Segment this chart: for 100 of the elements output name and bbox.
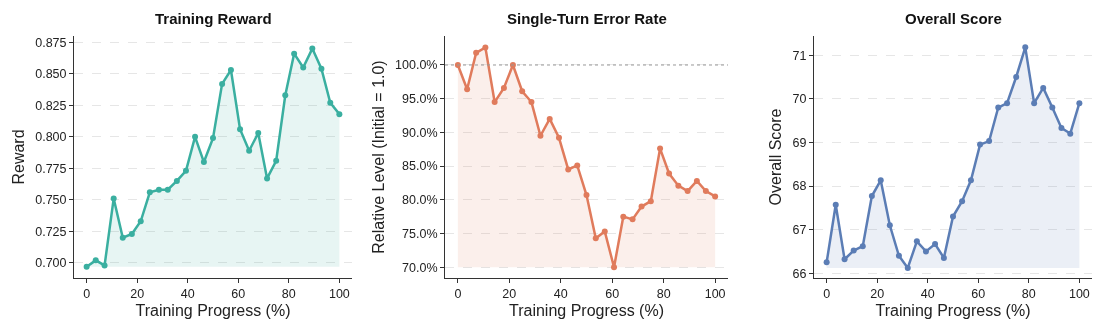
point [137, 218, 144, 225]
point [146, 189, 153, 196]
point [967, 177, 974, 184]
point [318, 65, 325, 72]
y-tick-label: 95.0% [402, 92, 438, 107]
x-tick-label: 100 [328, 287, 350, 301]
point [491, 99, 498, 106]
point [877, 177, 884, 184]
x-tick-label: 40 [553, 287, 568, 301]
y-axis-title: Reward [10, 129, 28, 185]
point [546, 115, 553, 122]
y-tick-label: 0.875 [35, 35, 67, 50]
point [200, 159, 207, 166]
y-tick-label: 90.0% [402, 125, 438, 140]
point [1031, 100, 1038, 107]
point [657, 145, 664, 152]
x-tick-label: 100 [1068, 287, 1090, 301]
x-tick-label: 40 [180, 287, 195, 301]
y-tick-label: 69 [792, 135, 807, 150]
x-tick-label: 60 [231, 287, 246, 301]
point [101, 262, 108, 269]
y-tick-label: 75.0% [402, 226, 438, 241]
chart-title: Single-Turn Error Rate [507, 10, 667, 27]
x-tick-label: 40 [920, 287, 935, 301]
point [638, 203, 645, 210]
point [684, 188, 691, 195]
chart-title: Overall Score [905, 10, 1002, 27]
point [611, 264, 618, 271]
point [182, 167, 189, 174]
point [92, 257, 99, 264]
point [500, 84, 507, 91]
x-tick-label: 0 [83, 287, 91, 301]
point [995, 104, 1002, 111]
point [1049, 104, 1056, 111]
point [255, 130, 262, 137]
y-tick-label: 0.775 [35, 161, 67, 176]
point [940, 254, 947, 261]
y-tick-label: 0.825 [35, 98, 67, 113]
point [592, 235, 599, 242]
point [227, 67, 234, 74]
point [237, 126, 244, 133]
point [555, 134, 562, 141]
point [164, 186, 171, 193]
point [922, 248, 929, 255]
x-tick-label: 20 [502, 287, 517, 301]
point [282, 92, 289, 99]
point [327, 99, 334, 106]
point [702, 188, 709, 195]
x-axis-title: Training Progress (%) [135, 301, 291, 319]
x-tick-label: 80 [1021, 287, 1036, 301]
point [336, 111, 343, 118]
point [675, 182, 682, 189]
y-axis-title: Relative Level (Initial = 1.0) [369, 60, 387, 254]
point [823, 259, 830, 266]
point [620, 213, 627, 220]
point [904, 264, 911, 271]
x-tick-label: 20 [870, 287, 885, 301]
point [537, 132, 544, 139]
point [192, 133, 199, 140]
point [246, 147, 253, 154]
y-tick-label: 66 [792, 266, 807, 281]
point [273, 157, 280, 164]
point [128, 230, 135, 237]
point [264, 175, 271, 182]
y-tick-label: 67 [792, 222, 807, 237]
point [1022, 44, 1029, 51]
x-axis-title: Training Progress (%) [508, 301, 665, 319]
point [155, 186, 162, 193]
point [959, 198, 966, 205]
x-tick-label: 0 [823, 287, 831, 301]
y-tick-label: 100.0% [395, 58, 438, 73]
x-tick-label: 80 [281, 287, 296, 301]
y-tick-label: 70.0% [402, 260, 438, 275]
point [832, 201, 839, 208]
point [666, 170, 673, 177]
point [859, 243, 866, 250]
y-tick-label: 0.725 [35, 224, 67, 239]
point [986, 138, 993, 145]
point [309, 45, 316, 52]
point [528, 99, 535, 106]
point [173, 177, 180, 184]
point [629, 216, 636, 223]
point [519, 88, 526, 95]
point [482, 44, 489, 51]
x-tick-label: 0 [454, 287, 462, 301]
x-tick-label: 60 [605, 287, 620, 301]
point [1013, 73, 1020, 80]
point [210, 135, 216, 142]
point [464, 86, 471, 93]
point [693, 177, 700, 184]
x-axis-title: Training Progress (%) [875, 301, 1031, 319]
point [583, 192, 590, 199]
point [647, 198, 654, 205]
point [932, 240, 939, 247]
y-tick-label: 0.850 [35, 67, 67, 82]
x-tick-label: 20 [130, 287, 145, 301]
y-tick-label: 85.0% [402, 159, 438, 174]
point [110, 195, 117, 202]
point [1004, 100, 1011, 107]
y-tick-label: 0.700 [35, 256, 67, 271]
